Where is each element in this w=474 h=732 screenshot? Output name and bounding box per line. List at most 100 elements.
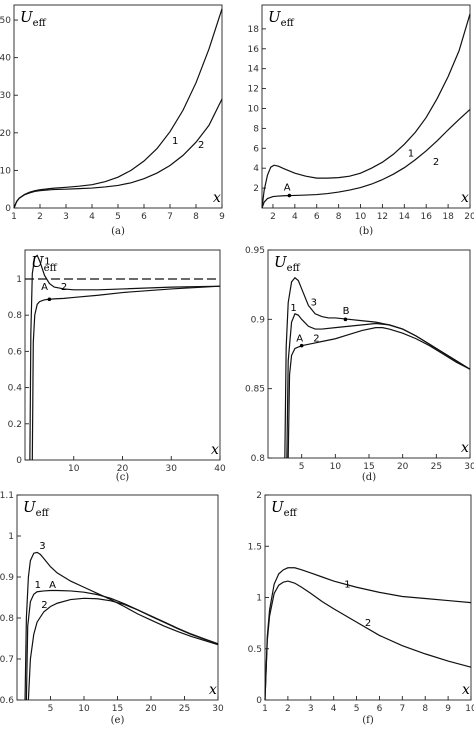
y-tick-label: 4 xyxy=(253,164,259,174)
y-axis-label-main: U xyxy=(20,8,34,26)
x-tick-label: 3 xyxy=(308,704,314,714)
plot-frame xyxy=(16,494,219,701)
x-tick-label: 10 xyxy=(330,462,342,472)
x-tick-label: 10 xyxy=(465,704,474,714)
y-axis-label-subscript: eff xyxy=(33,18,47,29)
plot-frame xyxy=(264,494,472,701)
panel-caption: (f) xyxy=(362,715,374,726)
x-tick-label: 9 xyxy=(445,704,451,714)
y-axis-label-main: U xyxy=(268,8,282,26)
y-tick-label: 0.2 xyxy=(8,420,22,430)
series-curve-1 xyxy=(261,13,471,209)
y-tick-label: 30 xyxy=(0,91,11,101)
chart-panel-d: 5 10 15 20 25 30 0.8 0.85 0.9 0.95 3 1 B A 2 Ueff x (d) xyxy=(245,246,474,483)
x-axis-label: x xyxy=(211,442,219,458)
marked-point xyxy=(343,317,348,322)
x-tick-label: 10 xyxy=(68,464,80,474)
x-tick-label: 3 xyxy=(63,212,69,222)
curve-annotation: 3 xyxy=(311,297,317,308)
y-tick-label: 6 xyxy=(253,144,259,154)
series-curve-2 xyxy=(13,98,223,209)
y-axis-label-subscript: eff xyxy=(284,508,298,519)
x-tick-label: 5 xyxy=(48,704,54,714)
curve-annotation: B xyxy=(343,306,350,317)
y-tick-label: 0.6 xyxy=(8,347,23,357)
x-tick-label: 30 xyxy=(464,462,474,472)
y-tick-label: 1 xyxy=(8,532,14,542)
curve-annotation: A xyxy=(41,282,48,293)
x-tick-label: 8 xyxy=(336,212,342,222)
curve-annotation: A xyxy=(284,183,291,194)
x-tick-label: 1 xyxy=(262,704,268,714)
x-tick-label: 4 xyxy=(89,212,95,222)
x-tick-label: 10 xyxy=(78,704,90,714)
series-curve-2 xyxy=(27,597,219,701)
x-tick-label: 15 xyxy=(112,704,123,714)
x-tick-label: 4 xyxy=(331,704,337,714)
y-axis-label: Ueff xyxy=(20,8,47,29)
y-tick-label: 0.8 xyxy=(0,614,14,624)
y-tick-label: 1 xyxy=(256,594,262,604)
x-tick-label: 5 xyxy=(299,462,305,472)
series-curve-2 xyxy=(31,285,221,461)
x-tick-label: 18 xyxy=(442,212,454,222)
series-curve-2 xyxy=(287,327,471,459)
x-tick-label: 7 xyxy=(167,212,173,222)
y-tick-label: 2 xyxy=(253,184,259,194)
y-axis-label-main: U xyxy=(31,253,45,271)
x-tick-label: 20 xyxy=(145,704,157,714)
x-tick-label: 14 xyxy=(399,212,411,222)
y-tick-label: 18 xyxy=(248,25,260,35)
y-axis-label: Ueff xyxy=(274,253,301,274)
curve-annotation: 2 xyxy=(61,282,67,293)
y-axis-label-subscript: eff xyxy=(287,263,301,274)
y-tick-label: 10 xyxy=(0,166,11,176)
y-axis-label-main: U xyxy=(23,498,37,516)
y-tick-label: 8 xyxy=(253,124,259,134)
chart-panel-a: 1 2 3 4 5 6 7 8 9 0 10 20 30 40 50 1 2 Ueff x (a) xyxy=(0,4,225,237)
curve-annotation: 2 xyxy=(433,157,439,168)
series-curve-1 xyxy=(29,254,221,461)
y-tick-label: 0.9 xyxy=(0,573,14,583)
y-tick-label: 0.4 xyxy=(8,384,23,394)
series-curve-3 xyxy=(24,551,219,701)
x-tick-label: 9 xyxy=(219,212,225,222)
curve-annotation: 1 xyxy=(290,303,296,314)
y-tick-label: 0 xyxy=(256,696,262,706)
panel-caption: (c) xyxy=(116,472,130,483)
y-tick-label: 1.5 xyxy=(248,542,262,552)
y-tick-label: 16 xyxy=(248,45,260,55)
y-tick-label: 0.9 xyxy=(251,315,266,325)
y-tick-label: 0.6 xyxy=(0,696,14,706)
panel-caption: (a) xyxy=(111,226,125,237)
x-tick-label: 25 xyxy=(179,704,190,714)
x-axis-label: x xyxy=(209,682,217,698)
panel-caption: (b) xyxy=(359,226,373,237)
y-tick-label: 0.95 xyxy=(245,246,265,256)
curve-annotation: A xyxy=(296,334,303,345)
x-tick-label: 15 xyxy=(363,462,374,472)
series-curve-1 xyxy=(264,567,472,701)
x-tick-label: 7 xyxy=(399,704,405,714)
curve-annotation: 2 xyxy=(365,618,371,629)
y-axis-label-subscript: eff xyxy=(281,18,295,29)
x-tick-label: 2 xyxy=(37,212,43,222)
y-tick-label: 40 xyxy=(0,54,11,64)
x-tick-label: 2 xyxy=(270,212,276,222)
marked-point xyxy=(287,193,292,198)
x-tick-label: 16 xyxy=(420,212,432,222)
y-axis-label-subscript: eff xyxy=(44,263,58,274)
x-axis-label: x xyxy=(461,190,469,206)
y-tick-label: 50 xyxy=(0,16,11,26)
series-curve-2 xyxy=(264,580,472,701)
y-tick-label: 0.85 xyxy=(245,385,265,395)
chart-panel-b: 2 4 6 8 10 12 14 16 18 2024681012141618A12Ueffx(b… xyxy=(248,4,474,237)
x-tick-label: 8 xyxy=(422,704,428,714)
curve-annotation: 1 xyxy=(35,580,41,591)
x-axis-label: x xyxy=(213,190,221,206)
x-tick-label: 6 xyxy=(314,212,320,222)
curve-annotation: 2 xyxy=(313,334,319,345)
x-tick-label: 5 xyxy=(115,212,121,222)
